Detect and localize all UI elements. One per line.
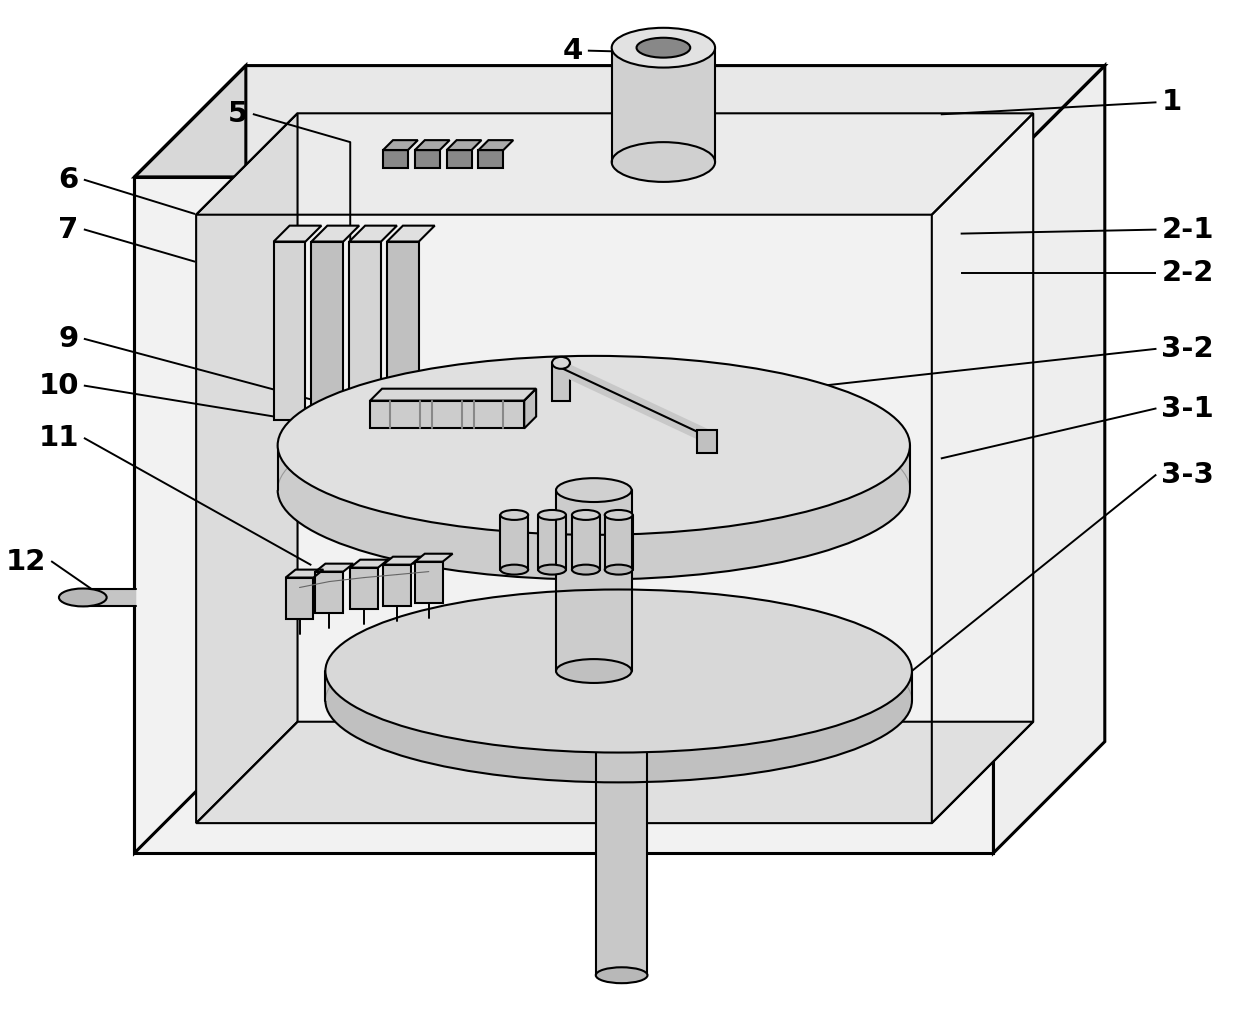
Polygon shape <box>993 66 1105 853</box>
Polygon shape <box>315 564 353 572</box>
Polygon shape <box>525 389 536 428</box>
Text: 5: 5 <box>228 100 248 128</box>
Ellipse shape <box>636 37 691 58</box>
Polygon shape <box>446 140 481 150</box>
Polygon shape <box>552 363 570 401</box>
Polygon shape <box>415 553 453 562</box>
Polygon shape <box>611 47 715 162</box>
Polygon shape <box>274 241 305 420</box>
Polygon shape <box>605 515 632 570</box>
Polygon shape <box>325 671 911 783</box>
Ellipse shape <box>572 565 600 575</box>
Polygon shape <box>370 389 536 401</box>
Text: 9: 9 <box>58 325 79 352</box>
Polygon shape <box>196 722 1033 823</box>
Text: 4: 4 <box>563 36 583 65</box>
Polygon shape <box>383 140 418 150</box>
Ellipse shape <box>538 565 565 575</box>
Polygon shape <box>479 140 513 150</box>
Polygon shape <box>415 562 443 603</box>
Ellipse shape <box>501 510 528 520</box>
Polygon shape <box>595 740 647 976</box>
Polygon shape <box>415 140 450 150</box>
Polygon shape <box>415 150 440 168</box>
Polygon shape <box>83 589 136 606</box>
Polygon shape <box>274 225 321 241</box>
Polygon shape <box>350 225 397 241</box>
Ellipse shape <box>611 28 715 68</box>
Polygon shape <box>383 565 410 606</box>
Text: 7: 7 <box>58 215 79 243</box>
Polygon shape <box>315 572 343 613</box>
Text: 3-1: 3-1 <box>1162 395 1214 422</box>
Ellipse shape <box>605 565 632 575</box>
Ellipse shape <box>595 732 647 748</box>
Polygon shape <box>350 241 381 420</box>
Text: 3-3: 3-3 <box>1162 462 1214 489</box>
Ellipse shape <box>538 510 565 520</box>
Polygon shape <box>383 150 408 168</box>
Polygon shape <box>572 515 600 570</box>
Ellipse shape <box>595 968 647 983</box>
Text: 11: 11 <box>38 424 79 452</box>
Polygon shape <box>556 490 631 671</box>
Polygon shape <box>350 560 388 568</box>
Ellipse shape <box>556 478 631 502</box>
Ellipse shape <box>552 357 570 369</box>
Polygon shape <box>446 150 471 168</box>
Ellipse shape <box>60 589 107 606</box>
Text: 12: 12 <box>6 547 46 576</box>
Polygon shape <box>196 113 1033 215</box>
Polygon shape <box>538 515 565 570</box>
Ellipse shape <box>325 590 911 752</box>
Polygon shape <box>196 113 298 823</box>
Polygon shape <box>285 578 314 619</box>
Ellipse shape <box>572 510 600 520</box>
Polygon shape <box>383 557 420 565</box>
Polygon shape <box>285 570 324 578</box>
Polygon shape <box>387 241 419 420</box>
Text: 1: 1 <box>1162 88 1182 116</box>
Text: 6: 6 <box>58 166 79 194</box>
Text: 3-2: 3-2 <box>1162 335 1214 363</box>
Polygon shape <box>697 430 717 453</box>
Text: 2-2: 2-2 <box>1162 260 1214 288</box>
Polygon shape <box>387 225 435 241</box>
Ellipse shape <box>556 660 631 683</box>
Polygon shape <box>479 150 503 168</box>
Ellipse shape <box>605 510 632 520</box>
Polygon shape <box>134 66 246 853</box>
Polygon shape <box>134 66 1105 177</box>
Ellipse shape <box>611 142 715 182</box>
Polygon shape <box>931 113 1033 823</box>
Polygon shape <box>311 225 360 241</box>
Text: 10: 10 <box>38 372 79 400</box>
Polygon shape <box>278 445 910 580</box>
Polygon shape <box>311 241 343 420</box>
Ellipse shape <box>278 356 910 535</box>
Polygon shape <box>501 515 528 570</box>
Polygon shape <box>134 177 993 853</box>
Text: 2-1: 2-1 <box>1162 215 1214 243</box>
Polygon shape <box>370 401 525 428</box>
Ellipse shape <box>501 565 528 575</box>
Polygon shape <box>350 568 378 609</box>
